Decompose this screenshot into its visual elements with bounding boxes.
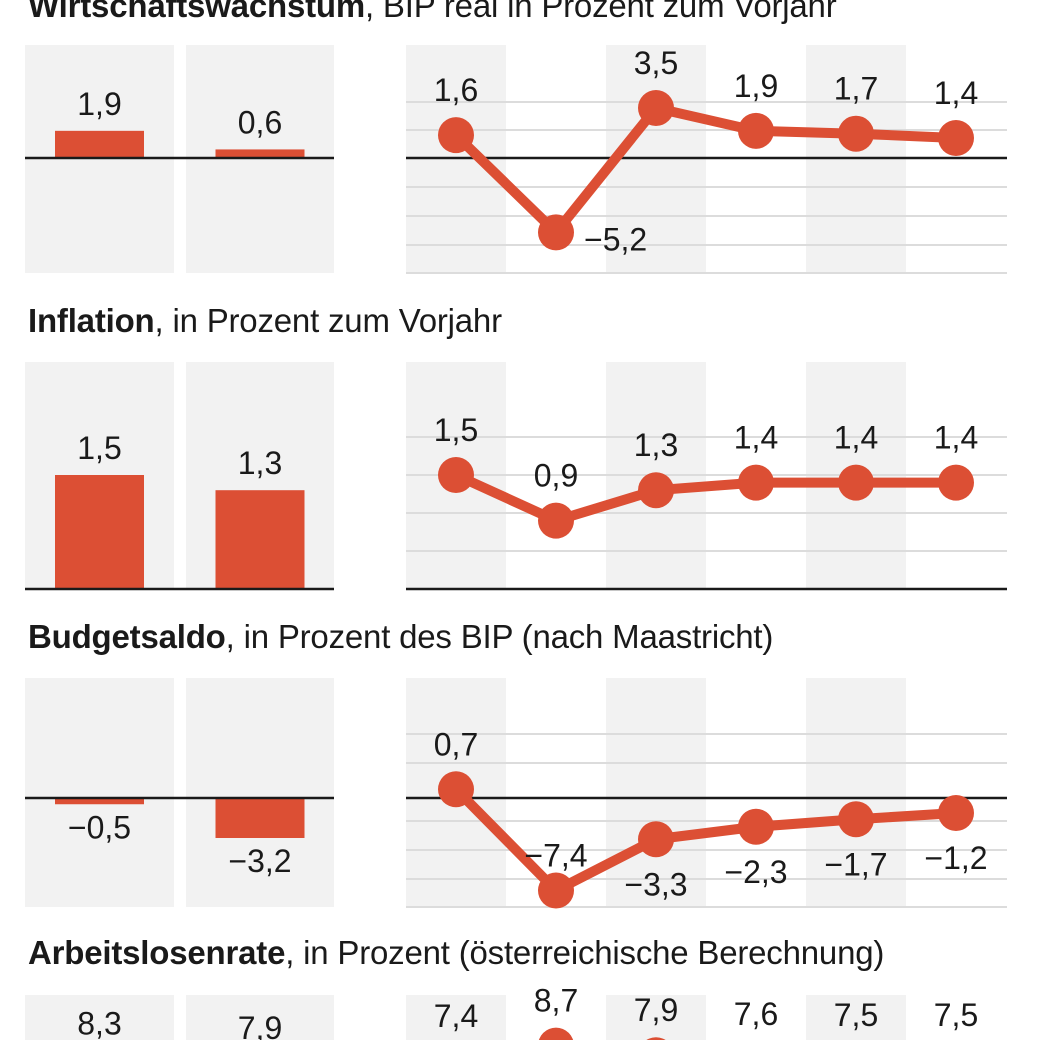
point-value-label: 0,9 xyxy=(534,458,578,494)
line-point xyxy=(538,502,574,539)
point-value-label: 1,9 xyxy=(734,68,778,104)
bar xyxy=(215,149,305,158)
section-title-bold: Budgetsaldo xyxy=(28,618,226,655)
point-value-label: −3,3 xyxy=(624,866,687,902)
point-value-label: 7,9 xyxy=(634,992,678,1028)
chart-section-2: −0,5 −3,2 0,7 −7,4 −3,3 −2,3 −1,7 −1,2 xyxy=(25,678,1007,909)
section-title-rest: , in Prozent zum Vorjahr xyxy=(154,302,503,339)
point-value-label: 7,5 xyxy=(934,997,978,1033)
section-title-rest: , BIP real in Prozent zum Vorjahr xyxy=(364,0,837,24)
section-title-inflation: Inflation, in Prozent zum Vorjahr xyxy=(28,302,502,340)
section-title-budget: Budgetsaldo, in Prozent des BIP (nach Ma… xyxy=(28,618,773,656)
line-point xyxy=(538,214,574,251)
line-point xyxy=(938,464,974,501)
section-title-bold: Arbeitslosenrate xyxy=(28,934,286,971)
line-point xyxy=(938,119,974,156)
bar-value-label: −3,2 xyxy=(228,843,291,879)
bar-panel-bg xyxy=(186,678,334,907)
point-value-label: 8,7 xyxy=(534,983,578,1019)
line-point xyxy=(638,472,674,509)
line-point xyxy=(438,457,474,493)
line-point xyxy=(738,808,774,845)
bar xyxy=(215,798,305,838)
section-title-bold: Wirtschaftswachstum xyxy=(28,0,365,24)
point-value-label: −5,2 xyxy=(584,221,647,257)
line-point xyxy=(838,115,874,152)
line-point xyxy=(538,1027,574,1040)
column-stripe xyxy=(406,995,506,1040)
bar-value-label: −0,5 xyxy=(68,809,131,845)
bar xyxy=(55,798,144,805)
column-stripe xyxy=(806,678,906,907)
bar-panel-bg xyxy=(186,995,334,1040)
bar-value-label: 8,3 xyxy=(77,1005,121,1040)
point-value-label: −2,3 xyxy=(724,854,787,890)
point-value-label: −7,4 xyxy=(524,838,587,874)
column-stripe xyxy=(806,995,906,1040)
bar-value-label: 1,5 xyxy=(77,430,121,466)
bar-value-label: 0,6 xyxy=(238,104,282,140)
section-title-growth: Wirtschaftswachstum, BIP real in Prozent… xyxy=(28,0,837,25)
bar-value-label: 1,3 xyxy=(238,445,282,481)
bar xyxy=(55,475,144,589)
chart-section-0: 1,9 0,6 1,6 −5,2 3,5 1,9 1,7 1,4 xyxy=(25,45,1007,274)
line-point xyxy=(738,464,774,501)
bar-panel-bg xyxy=(25,678,174,907)
point-value-label: 1,4 xyxy=(734,420,778,456)
column-stripe xyxy=(606,678,706,907)
point-value-label: 7,5 xyxy=(834,997,878,1033)
bar-value-label: 7,9 xyxy=(238,1010,282,1040)
line-point xyxy=(638,821,674,858)
bar-value-label: 1,9 xyxy=(77,86,121,122)
point-value-label: 1,5 xyxy=(434,412,478,448)
point-value-label: 1,6 xyxy=(434,72,478,108)
line-point xyxy=(738,112,774,149)
point-value-label: −1,2 xyxy=(924,840,987,876)
line-point xyxy=(438,771,474,808)
bar xyxy=(55,130,144,158)
point-value-label: 0,7 xyxy=(434,726,478,762)
point-value-label: 1,4 xyxy=(934,75,978,111)
chart-section-3: 8,3 7,9 7,4 8,7 7,9 7,6 7,5 7,5 xyxy=(25,983,978,1040)
section-title-bold: Inflation xyxy=(28,302,155,339)
bar-panel-bg xyxy=(25,995,174,1040)
point-value-label: 7,4 xyxy=(434,998,478,1034)
point-value-label: 1,4 xyxy=(934,420,978,456)
chart-section-1: 1,5 1,3 1,5 0,9 1,3 1,4 1,4 1,4 xyxy=(25,362,1007,591)
point-value-label: −1,7 xyxy=(824,846,887,882)
line-point xyxy=(646,1037,666,1040)
section-title-rest: , in Prozent (österreichische Berechnung… xyxy=(285,934,885,971)
bar xyxy=(215,490,305,589)
line-point xyxy=(638,89,674,126)
point-value-label: 3,5 xyxy=(634,45,678,81)
line-point xyxy=(538,872,574,909)
section-title-unemployment: Arbeitslosenrate, in Prozent (österreich… xyxy=(28,934,884,972)
line-point xyxy=(838,464,874,501)
line-point xyxy=(938,795,974,831)
point-value-label: 1,4 xyxy=(834,420,878,456)
line-point xyxy=(838,801,874,838)
column-stripe xyxy=(606,995,706,1040)
point-value-label: 1,3 xyxy=(634,427,678,463)
line-point xyxy=(438,117,474,154)
section-title-rest: , in Prozent des BIP (nach Maastricht) xyxy=(225,618,774,655)
point-value-label: 7,6 xyxy=(734,996,778,1032)
point-value-label: 1,7 xyxy=(834,71,878,107)
